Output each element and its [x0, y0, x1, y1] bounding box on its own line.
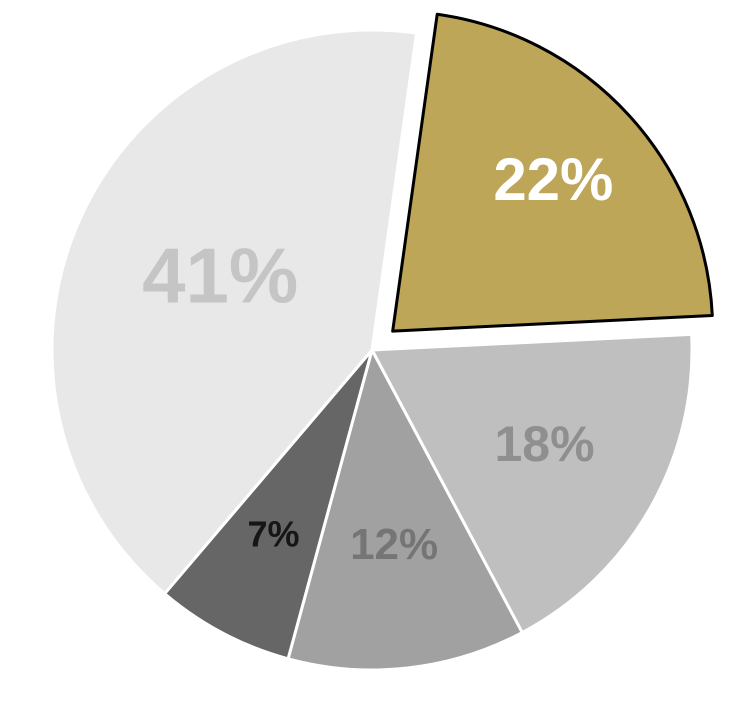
pie-slice-label: 22%: [493, 146, 613, 213]
pie-slice-label: 7%: [247, 513, 299, 554]
pie-slice-label: 41%: [142, 231, 298, 319]
pie-slice-label: 18%: [494, 416, 594, 472]
pie-chart: 22% 18% 12% 7% 41%: [0, 0, 744, 701]
pie-slice-label: 12%: [350, 520, 438, 569]
